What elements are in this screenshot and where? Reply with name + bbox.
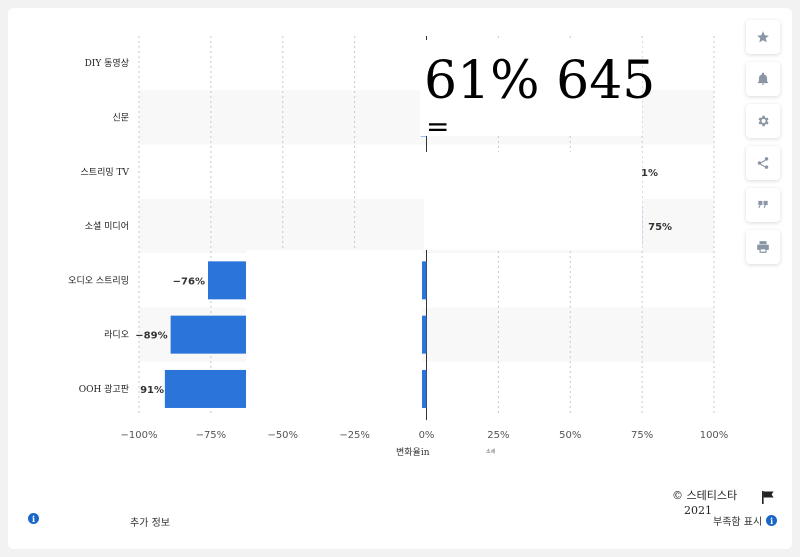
x-tick-label: 0% xyxy=(419,430,435,441)
display-label: 부족함 표시 xyxy=(713,517,763,528)
info-icon: i xyxy=(766,515,778,526)
x-axis-title: 변화율in xyxy=(396,447,430,458)
x-tick-label: −50% xyxy=(267,430,298,441)
overlay-box xyxy=(420,40,642,136)
more-info-label: 추가 정보 xyxy=(130,518,170,529)
x-tick-labels: −100% −75% −50% −25% 0% 25% 50% 75% 100% xyxy=(121,430,729,441)
value-label: 91% xyxy=(140,385,164,396)
render-artifact xyxy=(246,250,422,420)
credit-line2: 2021 xyxy=(684,504,712,517)
quote-icon xyxy=(758,200,768,208)
category-label: 소셜 미디어 xyxy=(85,221,129,232)
category-label: OOH 광고판 xyxy=(79,383,129,395)
print-button[interactable] xyxy=(746,230,780,264)
x-tick-label: 75% xyxy=(631,430,653,441)
more-info-link[interactable]: i 추가 정보 xyxy=(28,513,170,529)
value-label: −89% xyxy=(135,331,167,342)
gear-icon xyxy=(758,115,769,127)
x-tick-label: −100% xyxy=(121,430,158,441)
source-credit[interactable]: © 스테티스타 2021 xyxy=(672,488,737,518)
x-tick-label: 25% xyxy=(487,430,509,441)
flag-icon[interactable] xyxy=(760,490,776,504)
category-label: DIY 동영상 xyxy=(85,58,129,69)
notify-button[interactable] xyxy=(746,62,780,96)
x-tick-label: −25% xyxy=(339,430,370,441)
category-label: 라디오 xyxy=(104,330,129,341)
display-source-link[interactable]: 부족함 표시 i xyxy=(713,513,778,528)
x-axis-title-extra: 소세 xyxy=(486,448,496,455)
value-label: −76% xyxy=(173,276,205,287)
share-button[interactable] xyxy=(746,146,780,180)
cite-button[interactable] xyxy=(746,188,780,222)
favorite-button[interactable] xyxy=(746,20,780,54)
render-artifact xyxy=(424,152,642,250)
render-artifacts xyxy=(246,152,642,420)
category-label: 스트리밍 TV xyxy=(81,167,130,178)
x-axis-title: 변화율in 소세 xyxy=(396,447,496,458)
value-labels: 1% 75% −76% −89% 91% xyxy=(135,168,672,396)
category-label: 오디오 스트리밍 xyxy=(68,275,129,286)
bell-icon xyxy=(757,72,769,85)
overlay-equals: = xyxy=(426,110,450,143)
settings-button[interactable] xyxy=(746,104,780,138)
x-tick-label: −75% xyxy=(196,430,227,441)
overlay-big-text: 61% 645 xyxy=(424,51,656,111)
star-icon xyxy=(757,31,769,43)
x-tick-label: 100% xyxy=(700,430,729,441)
info-icon: i xyxy=(28,513,39,524)
share-icon xyxy=(757,157,769,169)
value-label: 75% xyxy=(648,222,672,233)
category-label: 신문 xyxy=(112,112,129,123)
credit-line1: © 스테티스타 xyxy=(672,489,738,502)
print-icon xyxy=(757,241,769,253)
chart-toolbar xyxy=(746,20,780,272)
value-label: 1% xyxy=(641,168,658,179)
x-tick-label: 50% xyxy=(559,430,581,441)
